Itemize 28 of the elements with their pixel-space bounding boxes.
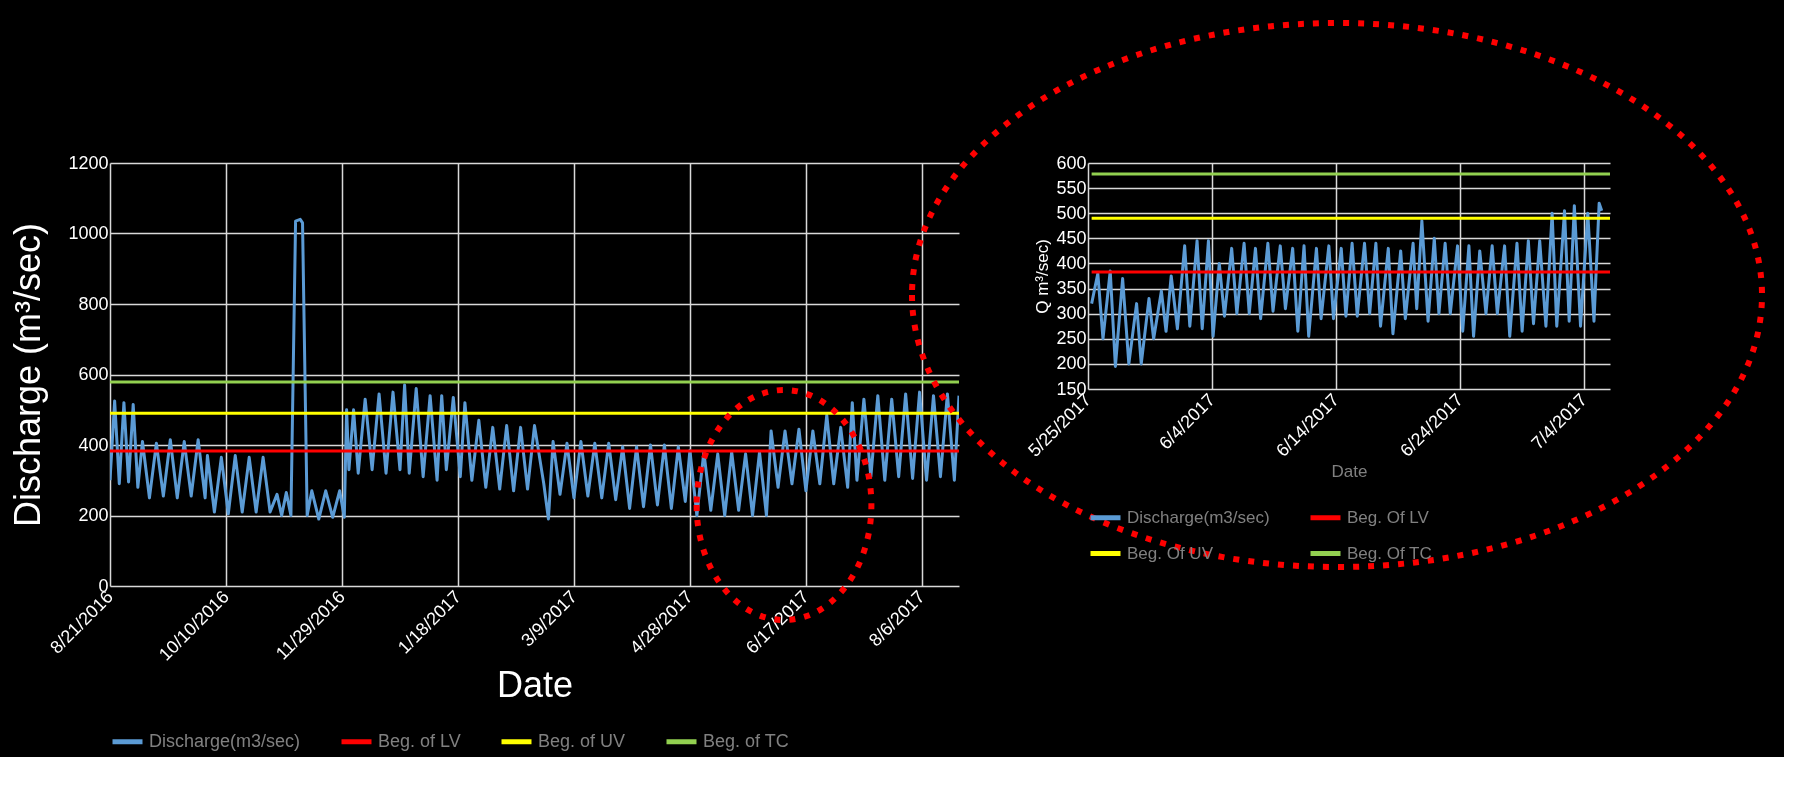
y-tick-label: 600 — [78, 364, 109, 384]
y-tick-label: 500 — [1056, 202, 1087, 223]
legend-label: Beg. of UV — [538, 730, 626, 751]
y-axis-title: Q m³/sec) — [1033, 239, 1053, 314]
legend-label: Beg. Of LV — [1347, 507, 1430, 527]
legend-label: Beg. of TC — [703, 730, 789, 751]
y-tick-label: 450 — [1056, 227, 1087, 248]
y-tick-label: 200 — [1056, 353, 1087, 374]
legend-label: Beg. of LV — [378, 730, 461, 751]
legend-label: Discharge(m3/sec) — [1127, 507, 1270, 527]
y-axis-title: Discharge (m³/sec) — [7, 222, 49, 528]
y-tick-label: 550 — [1056, 177, 1087, 198]
y-tick-label: 250 — [1056, 328, 1087, 349]
y-tick-label: 200 — [78, 505, 109, 525]
y-tick-label: 400 — [1056, 252, 1087, 273]
line-series — [110, 217, 959, 521]
legend-label: Beg. Of TC — [1347, 543, 1432, 563]
y-tick-label: 300 — [1056, 303, 1087, 324]
y-tick-label: 600 — [1056, 152, 1087, 173]
line-series — [1090, 201, 1604, 368]
x-axis-title: Date — [496, 663, 574, 705]
y-tick-label: 800 — [78, 293, 109, 314]
legend-label: Discharge(m3/sec) — [149, 730, 301, 751]
y-tick-label: 1000 — [68, 223, 109, 243]
y-tick-label: 350 — [1056, 278, 1087, 299]
y-tick-label: 400 — [78, 434, 109, 455]
y-tick-label: 1200 — [68, 152, 109, 173]
x-axis-title: Date — [1331, 462, 1368, 482]
